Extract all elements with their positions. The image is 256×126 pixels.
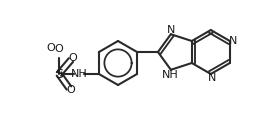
Text: N: N <box>208 73 216 83</box>
Text: NH: NH <box>162 70 178 80</box>
Text: O: O <box>47 43 55 53</box>
Text: S: S <box>55 68 63 81</box>
Text: O: O <box>69 53 77 63</box>
Text: N: N <box>167 25 175 35</box>
Text: O: O <box>67 85 75 95</box>
Text: N: N <box>229 36 237 46</box>
Text: O: O <box>55 44 63 54</box>
Text: NH: NH <box>71 69 87 79</box>
